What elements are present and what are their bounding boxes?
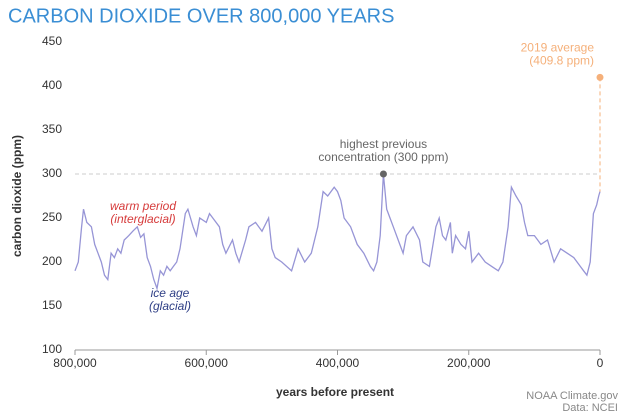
x-tick-label: 200,000 bbox=[447, 356, 491, 370]
y-tick-label: 300 bbox=[42, 166, 62, 180]
chart-title: CARBON DIOXIDE OVER 800,000 YEARS bbox=[8, 5, 394, 27]
annotation: concentration (300 ppm) bbox=[318, 150, 448, 164]
y-tick-label: 250 bbox=[42, 210, 62, 224]
annotation: (409.8 ppm) bbox=[529, 54, 594, 68]
annotation: highest previous bbox=[340, 137, 427, 151]
x-tick-label: 800,000 bbox=[53, 356, 97, 370]
x-tick-label: 400,000 bbox=[316, 356, 360, 370]
x-tick-label: 600,000 bbox=[185, 356, 229, 370]
x-axis-title: years before present bbox=[276, 385, 394, 399]
y-tick-label: 200 bbox=[42, 254, 62, 268]
annotation: (interglacial) bbox=[110, 212, 175, 226]
data-line bbox=[74, 173, 601, 291]
source: NOAA Climate.gov bbox=[526, 390, 618, 402]
annotation: 2019 average bbox=[521, 41, 595, 55]
y-tick-label: 350 bbox=[42, 122, 62, 136]
y-tick-label: 450 bbox=[42, 34, 62, 48]
x-tick-label: 0 bbox=[597, 356, 604, 370]
y-tick-label: 100 bbox=[42, 342, 62, 356]
highlight-point bbox=[379, 170, 387, 178]
annotation: (glacial) bbox=[149, 299, 191, 313]
source: Data: NCEI bbox=[562, 402, 618, 413]
y-tick-label: 150 bbox=[42, 298, 62, 312]
annotation: warm period bbox=[110, 199, 176, 213]
annotation: ice age bbox=[151, 286, 190, 300]
y-axis-title: carbon dioxide (ppm) bbox=[10, 135, 24, 257]
y-tick-label: 400 bbox=[42, 78, 62, 92]
highlight-point bbox=[596, 73, 604, 81]
